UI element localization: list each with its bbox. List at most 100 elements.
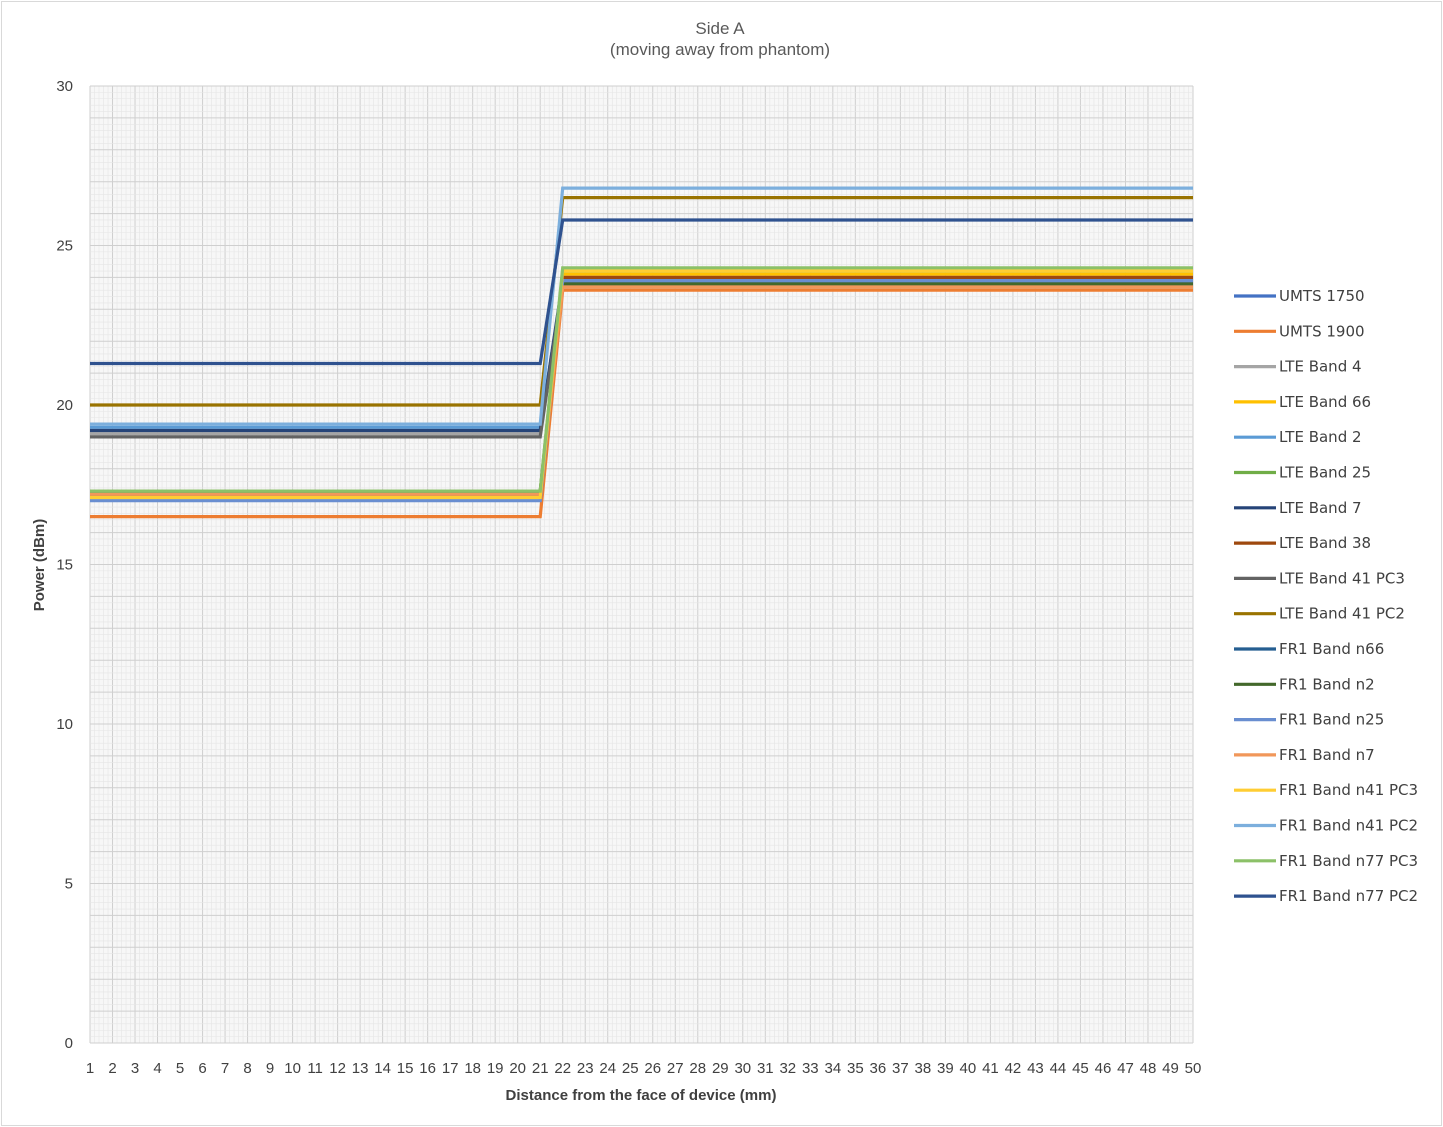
x-tick-label: 11	[307, 1060, 323, 1077]
legend: UMTS 1750 UMTS 1900 LTE Band 4 LTE Band 66 L…	[1234, 287, 1418, 905]
x-tick-label: 47	[1117, 1060, 1134, 1077]
legend-label: FR1 Band n25	[1279, 711, 1384, 729]
x-tick-label: 9	[266, 1060, 274, 1077]
legend-label: FR1 Band n66	[1279, 640, 1384, 658]
chart-title: Side A	[695, 19, 745, 38]
x-tick-label: 10	[284, 1060, 301, 1077]
x-tick-label: 24	[599, 1060, 616, 1077]
x-tick-label: 14	[374, 1060, 391, 1077]
x-tick-label: 13	[352, 1060, 369, 1077]
x-tick-label: 31	[757, 1060, 774, 1077]
y-tick-label: 10	[56, 716, 73, 733]
legend-item: FR1 Band n77 PC3	[1234, 852, 1418, 870]
x-tick-label: 25	[622, 1060, 639, 1077]
x-tick-label: 35	[847, 1060, 864, 1077]
legend-item: FR1 Band n77 PC2	[1234, 887, 1418, 905]
x-tick-label: 28	[689, 1060, 706, 1077]
legend-item: LTE Band 7	[1234, 499, 1362, 517]
x-tick-label: 15	[397, 1060, 414, 1077]
y-tick-label: 20	[56, 397, 73, 414]
legend-item: FR1 Band n66	[1234, 640, 1384, 658]
x-tick-label: 30	[734, 1060, 751, 1077]
x-tick-label: 7	[221, 1060, 229, 1077]
y-axis-ticks: 0 5 10 15 20 25 30	[56, 78, 73, 1052]
legend-label: FR1 Band n7	[1279, 746, 1375, 764]
legend-item: FR1 Band n2	[1234, 675, 1375, 693]
series-line-fr1-band-n77-pc3	[90, 266, 1193, 493]
x-tick-label: 5	[176, 1060, 184, 1077]
legend-item: LTE Band 66	[1234, 393, 1371, 411]
legend-label: LTE Band 41 PC3	[1279, 569, 1405, 587]
legend-item: LTE Band 38	[1234, 534, 1371, 552]
x-tick-label: 21	[532, 1060, 549, 1077]
y-tick-label: 30	[56, 78, 73, 95]
x-tick-label: 34	[824, 1060, 841, 1077]
x-tick-label: 38	[915, 1060, 932, 1077]
x-tick-label: 2	[108, 1060, 116, 1077]
series-lines	[90, 186, 1193, 519]
gridlines	[89, 85, 1194, 1044]
x-tick-label: 42	[1005, 1060, 1022, 1077]
x-tick-label: 50	[1185, 1060, 1202, 1077]
x-tick-label: 20	[509, 1060, 526, 1077]
legend-label: FR1 Band n41 PC3	[1279, 781, 1418, 799]
legend-item: UMTS 1900	[1234, 322, 1365, 340]
legend-label: FR1 Band n77 PC2	[1279, 887, 1418, 905]
x-tick-label: 40	[960, 1060, 977, 1077]
legend-item: UMTS 1750	[1234, 287, 1365, 305]
x-tick-label: 16	[419, 1060, 436, 1077]
legend-item: FR1 Band n41 PC2	[1234, 817, 1418, 835]
legend-item: LTE Band 41 PC2	[1234, 605, 1405, 623]
series-line-fr1-band-n77-pc2	[90, 218, 1193, 366]
x-tick-label: 22	[554, 1060, 571, 1077]
legend-label: LTE Band 66	[1279, 393, 1371, 411]
x-tick-label: 46	[1095, 1060, 1112, 1077]
x-tick-label: 39	[937, 1060, 954, 1077]
x-axis-title: Distance from the face of device (mm)	[506, 1087, 777, 1104]
x-tick-label: 18	[464, 1060, 481, 1077]
x-tick-label: 48	[1140, 1060, 1157, 1077]
legend-label: FR1 Band n41 PC2	[1279, 817, 1418, 835]
x-tick-label: 33	[802, 1060, 819, 1077]
x-tick-label: 27	[667, 1060, 684, 1077]
x-tick-label: 43	[1027, 1060, 1044, 1077]
legend-label: LTE Band 7	[1279, 499, 1362, 517]
legend-item: FR1 Band n41 PC3	[1234, 781, 1418, 799]
x-tick-label: 49	[1162, 1060, 1179, 1077]
x-tick-label: 29	[712, 1060, 729, 1077]
legend-label: LTE Band 25	[1279, 464, 1371, 482]
legend-label: LTE Band 41 PC2	[1279, 605, 1405, 623]
y-tick-label: 25	[56, 238, 73, 255]
x-tick-label: 17	[442, 1060, 459, 1077]
series-line-fr1-band-n41-pc2	[90, 186, 1193, 426]
legend-label: LTE Band 2	[1279, 428, 1362, 446]
legend-item: LTE Band 41 PC3	[1234, 569, 1405, 587]
legend-label: LTE Band 38	[1279, 534, 1371, 552]
x-tick-label: 36	[870, 1060, 887, 1077]
legend-label: UMTS 1900	[1279, 322, 1365, 340]
x-tick-label: 6	[198, 1060, 206, 1077]
legend-item: LTE Band 4	[1234, 358, 1362, 376]
legend-item: LTE Band 2	[1234, 428, 1362, 446]
x-tick-label: 41	[982, 1060, 999, 1077]
x-tick-label: 3	[131, 1060, 139, 1077]
x-tick-label: 23	[577, 1060, 594, 1077]
chart-subtitle: (moving away from phantom)	[610, 40, 830, 59]
y-tick-label: 15	[56, 557, 73, 574]
legend-label: UMTS 1750	[1279, 287, 1365, 305]
y-tick-label: 0	[65, 1035, 73, 1052]
x-tick-label: 44	[1050, 1060, 1067, 1077]
y-tick-label: 5	[65, 876, 73, 893]
x-tick-label: 1	[86, 1060, 94, 1077]
x-tick-label: 8	[243, 1060, 251, 1077]
legend-item: FR1 Band n25	[1234, 711, 1384, 729]
x-tick-label: 4	[153, 1060, 161, 1077]
legend-label: FR1 Band n2	[1279, 675, 1375, 693]
x-tick-label: 45	[1072, 1060, 1089, 1077]
y-axis-title: Power (dBm)	[31, 519, 48, 612]
legend-item: FR1 Band n7	[1234, 746, 1375, 764]
x-tick-label: 32	[779, 1060, 796, 1077]
x-tick-label: 19	[487, 1060, 504, 1077]
